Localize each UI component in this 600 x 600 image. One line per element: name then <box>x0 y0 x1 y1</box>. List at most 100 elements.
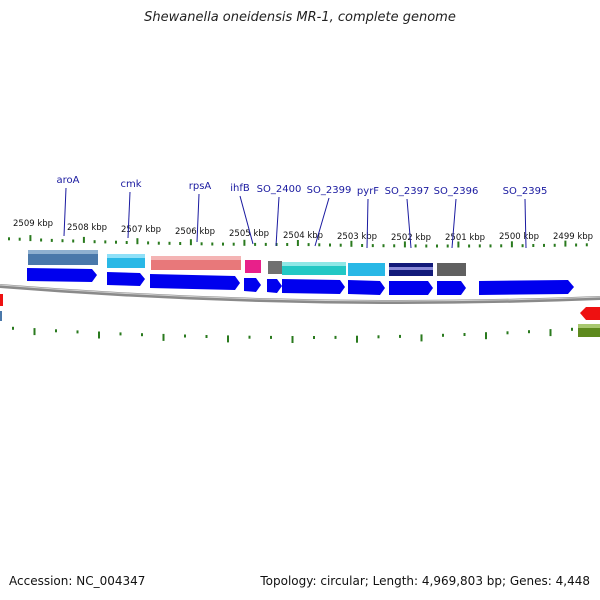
tick-mark <box>40 238 43 242</box>
kbp-label: 2508 kbp <box>67 223 107 233</box>
tick-mark <box>200 242 203 246</box>
feature-box-pyrF <box>348 263 385 276</box>
gene-label-SO_2399: SO_2399 <box>307 185 352 196</box>
tick-mark <box>270 335 272 339</box>
gene-arrow <box>267 279 282 293</box>
inner-tick-track <box>12 326 595 343</box>
gene-leader-line <box>524 198 527 249</box>
tick-mark <box>506 331 509 335</box>
gene-leader-line <box>63 187 67 237</box>
gene-label-cmk: cmk <box>120 179 141 190</box>
tick-mark <box>585 243 588 247</box>
tick-mark <box>553 243 556 247</box>
tick-mark <box>119 332 122 336</box>
gene-label-SO_2400: SO_2400 <box>257 184 302 195</box>
tick-mark <box>141 333 143 337</box>
tick-mark <box>339 243 342 247</box>
genome-backbone <box>0 284 600 304</box>
gene-label-leaders <box>63 187 527 249</box>
tick-mark <box>8 237 10 241</box>
tick-mark <box>532 244 535 247</box>
gene-arrow <box>389 281 433 295</box>
gene-label-SO_2396: SO_2396 <box>434 186 479 197</box>
tick-mark <box>93 240 96 244</box>
tick-mark <box>500 244 503 248</box>
tick-mark <box>468 244 471 248</box>
tick-mark <box>313 336 315 339</box>
tick-mark <box>147 241 150 245</box>
gene-leader-line <box>406 198 412 249</box>
kbp-label: 2501 kbp <box>445 233 485 243</box>
tick-mark <box>382 244 385 248</box>
kbp-label: 2503 kbp <box>337 232 377 242</box>
tick-mark <box>243 239 246 246</box>
tick-mark <box>521 244 524 248</box>
tick-mark <box>157 241 160 245</box>
tick-mark <box>82 236 85 243</box>
tick-mark <box>50 238 53 242</box>
tick-mark <box>575 243 578 247</box>
tick-mark <box>162 333 165 341</box>
feature-boxes <box>28 250 466 276</box>
tick-mark <box>307 243 310 247</box>
tick-mark <box>264 242 267 246</box>
gene-leader-line <box>196 193 200 243</box>
tick-mark <box>334 335 337 339</box>
edge-feature-red-left <box>0 294 3 306</box>
tick-mark <box>478 244 481 248</box>
tick-mark <box>571 327 573 331</box>
genome-summary-text: Topology: circular; Length: 4,969,803 bp… <box>260 574 590 588</box>
tick-mark <box>189 239 192 246</box>
tick-mark <box>489 244 492 248</box>
kbp-label: 2506 kbp <box>175 227 215 237</box>
tick-mark <box>12 326 14 330</box>
tick-mark <box>436 244 438 248</box>
tick-mark <box>296 240 299 246</box>
tick-mark <box>425 244 428 248</box>
tick-mark <box>543 243 545 247</box>
tick-mark <box>115 240 117 244</box>
feature-box-SO_2400 <box>268 261 282 274</box>
tick-mark <box>356 335 358 343</box>
kbp-label: 2504 kbp <box>283 231 323 241</box>
gene-leader-line <box>127 191 131 239</box>
tick-mark <box>211 242 214 246</box>
gene-leader-line <box>275 196 280 247</box>
gene-label-SO_2397: SO_2397 <box>385 186 430 197</box>
tick-mark <box>510 241 513 248</box>
tick-mark <box>286 243 289 246</box>
tick-mark <box>33 328 36 336</box>
tick-mark <box>72 239 75 243</box>
feature-box-ihfB <box>245 260 261 273</box>
edge-feature-red <box>580 307 600 320</box>
tick-mark <box>371 244 374 248</box>
tick-mark <box>549 329 552 337</box>
tick-mark <box>318 243 321 247</box>
tick-mark <box>179 242 182 245</box>
gene-arrow <box>348 280 385 295</box>
tick-mark <box>457 241 460 248</box>
tick-mark <box>446 244 449 248</box>
tick-mark <box>18 237 21 241</box>
tick-mark <box>403 241 406 248</box>
tick-mark <box>98 331 100 339</box>
tick-mark <box>463 333 466 336</box>
kbp-label: 2507 kbp <box>121 225 161 235</box>
gene-label-aroA: aroA <box>57 175 80 186</box>
tick-mark <box>227 335 229 343</box>
gene-arrow <box>244 278 261 292</box>
gene-leader-line <box>314 197 330 247</box>
tick-mark <box>414 244 417 248</box>
tick-mark <box>136 238 139 245</box>
kbp-label: 2499 kbp <box>553 232 593 242</box>
tick-mark <box>76 330 79 334</box>
tick-mark <box>361 244 364 247</box>
gene-arrow <box>479 280 574 295</box>
tick-mark <box>291 336 294 343</box>
accession-text: Accession: NC_004347 <box>9 574 146 588</box>
tick-mark <box>329 243 331 247</box>
tick-mark <box>205 335 208 338</box>
gene-leader-line <box>366 198 369 249</box>
tick-mark <box>55 329 57 333</box>
